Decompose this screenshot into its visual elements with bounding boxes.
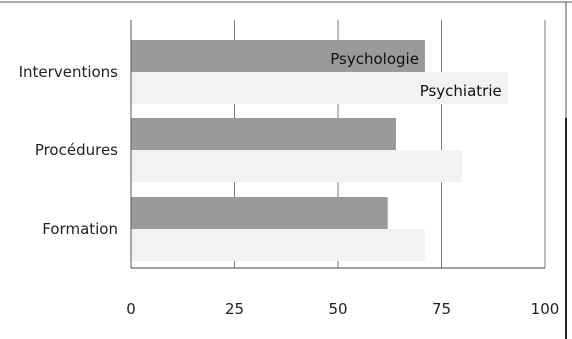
bar-psychologie-interventions [131, 40, 425, 72]
category-label-procedures: Procédures [35, 141, 118, 159]
tick-label-100: 100 [531, 300, 560, 318]
bar-psychologie-procedures [131, 118, 396, 150]
bar-psychologie-formation [131, 197, 388, 229]
bar-psychiatrie-interventions [131, 72, 508, 104]
tick-label-25: 25 [225, 300, 244, 318]
category-labels: Interventions Procédures Formation [19, 63, 119, 238]
category-label-interventions: Interventions [19, 63, 119, 81]
bars [131, 40, 508, 261]
bar-psychiatrie-procedures [131, 150, 463, 182]
tick-labels: 0 25 50 75 100 [126, 300, 559, 318]
series-label-psychologie: Psychologie [330, 50, 419, 68]
bar-psychiatrie-formation [131, 229, 425, 261]
category-label-formation: Formation [42, 220, 118, 238]
tick-label-0: 0 [126, 300, 136, 318]
series-label-psychiatrie: Psychiatrie [420, 82, 502, 100]
tick-label-75: 75 [432, 300, 451, 318]
tick-label-50: 50 [328, 300, 347, 318]
x-axis [130, 20, 545, 269]
